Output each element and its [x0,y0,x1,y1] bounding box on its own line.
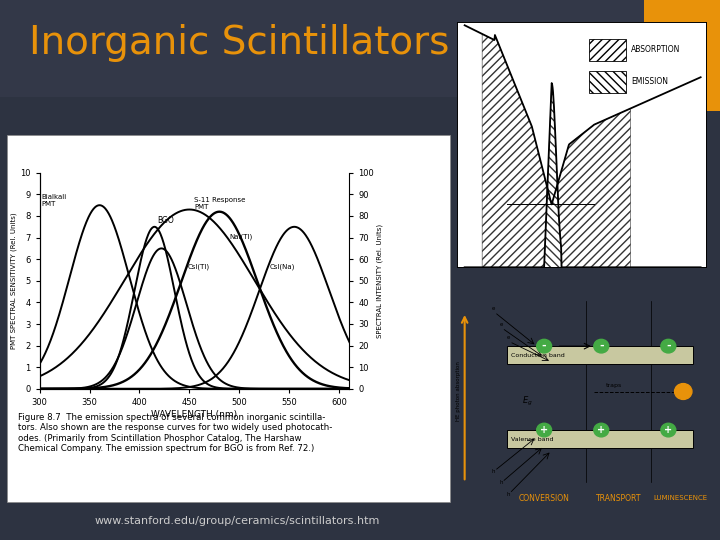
X-axis label: WAVELENGTH (nm): WAVELENGTH (nm) [151,410,238,418]
Text: S-11 Response
PMT: S-11 Response PMT [194,197,246,210]
Circle shape [675,383,692,400]
Circle shape [661,339,676,353]
Circle shape [536,423,552,437]
Circle shape [536,339,552,353]
Text: www.stanford.edu/group/ceramics/scintillators.htm: www.stanford.edu/group/ceramics/scintill… [95,516,380,526]
Bar [0,0,720,97]
Circle shape [661,423,676,437]
Text: -: - [666,341,670,351]
Text: $E_g$: $E_g$ [522,395,533,408]
Text: +: + [597,425,606,435]
Text: e: e [500,322,503,327]
Text: traps: traps [606,383,623,388]
Text: HE photon absorption: HE photon absorption [456,362,461,421]
Text: Valence band: Valence band [510,437,553,442]
Bar [589,71,626,93]
Text: Inorganic Scintillators: Inorganic Scintillators [29,24,449,62]
Y-axis label: SPECTRAL INTENSITY (Rel. Units): SPECTRAL INTENSITY (Rel. Units) [377,224,383,338]
Circle shape [594,423,608,437]
Y-axis label: PMT SPECTRAL SENSITIVITY (Rel. Units): PMT SPECTRAL SENSITIVITY (Rel. Units) [11,212,17,349]
Text: +: + [540,425,548,435]
Text: +: + [665,425,672,435]
Bar [507,430,693,448]
Text: -: - [542,341,546,351]
Bar [507,346,693,364]
Text: Bialkali
PMT: Bialkali PMT [42,194,67,207]
Text: h: h [500,481,503,485]
Text: h: h [507,492,510,497]
Text: TRANSPORT: TRANSPORT [596,494,642,503]
Text: NaI(Tl): NaI(Tl) [230,233,253,240]
Text: h: h [492,469,495,474]
Text: EMISSION: EMISSION [631,77,668,86]
Circle shape [594,339,608,353]
Text: ABSORPTION: ABSORPTION [631,45,680,55]
Text: e: e [492,306,495,311]
Text: Figure 8.7  The emission spectra of several common inorganic scintilla-
tors. Al: Figure 8.7 The emission spectra of sever… [18,413,333,453]
Bar [644,0,720,111]
Bar [589,39,626,61]
Text: LUMINESCENCE: LUMINESCENCE [654,495,708,501]
Text: BGO: BGO [158,216,174,225]
Text: -: - [599,341,603,351]
Text: CsI(Na): CsI(Na) [269,264,294,270]
Bar [7,135,450,502]
Text: CONVERSION: CONVERSION [518,494,570,503]
Text: e: e [507,335,510,340]
Text: CsI(Tl): CsI(Tl) [187,264,210,270]
Text: Conduction band: Conduction band [510,353,564,357]
